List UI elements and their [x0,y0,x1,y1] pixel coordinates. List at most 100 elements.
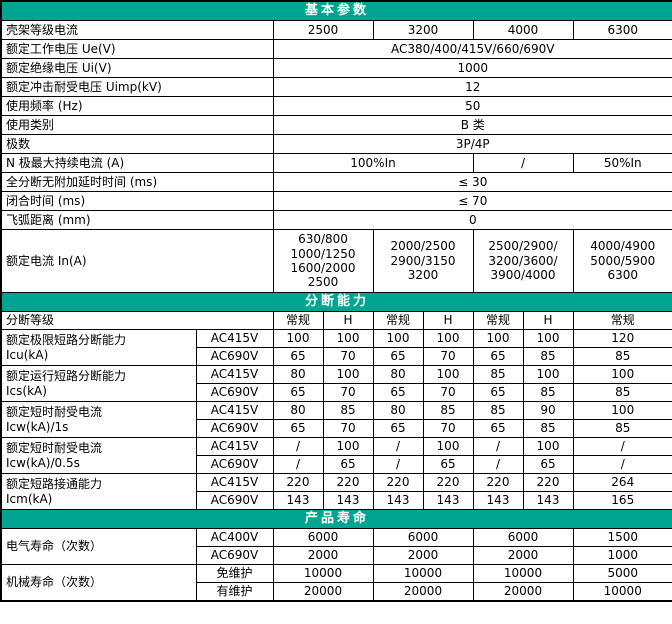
value-cell: 6000 [372,528,474,547]
value-cell: 80 [272,401,324,420]
sub-label: AC415V [195,473,274,492]
row-label: 闭合时间 (ms) [0,191,274,211]
table-row: AC690V 65 70 65 70 65 85 85 [1,419,672,438]
value-cell: 20000 [472,582,574,602]
value-cell: 220 [322,473,374,492]
table-row: AC690V 2000 2000 2000 1000 [1,546,672,565]
value-cell: 65 [472,347,524,366]
value-cell: 100 [522,329,574,348]
value-cell: 2000/2500 2900/3150 3200 [372,229,474,293]
value-cell: 85 [522,383,574,402]
row-label: 机械寿命（次数） [0,564,197,602]
value-cell: 6000 [272,528,374,547]
table-row: 有维护 20000 20000 20000 10000 [1,582,672,602]
column-header: 常规 [472,311,524,330]
value-cell: B 类 [272,115,672,135]
value-cell: 143 [522,491,574,510]
value-cell: 50 [272,96,672,116]
table-row: 使用频率 (Hz) 50 [0,96,672,116]
table-row: 额定运行短路分断能力 Ics(kA) AC415V 80 100 80 100 … [0,365,672,402]
value-cell: 65 [272,347,324,366]
section-header-basic: 基本参数 [0,0,672,21]
value-cell: 143 [422,491,474,510]
value-cell: 143 [472,491,524,510]
value-cell: 2000 [272,546,374,565]
value-cell: 100 [472,329,524,348]
value-cell: 12 [272,77,672,97]
value-cell: 65 [522,455,574,474]
value-cell: ≤ 30 [272,172,672,192]
table-row: 电气寿命（次数） AC400V 6000 6000 6000 1500 [0,528,672,565]
sub-label: AC690V [195,455,274,474]
value-cell: 220 [522,473,574,492]
row-label: 全分断无附加延时时间 (ms) [0,172,274,192]
value-cell: 10000 [572,582,672,602]
value-cell: 120 [572,329,672,348]
section-header-breaking: 分断能力 [0,292,672,312]
table-row: 闭合时间 (ms) ≤ 70 [0,191,672,211]
sub-label: AC415V [195,437,274,456]
value-cell: 65 [272,419,324,438]
value-cell: 85 [522,347,574,366]
value-cell: / [472,455,524,474]
sub-label: AC415V [195,401,274,420]
value-cell: 65 [322,455,374,474]
sub-label: AC400V [195,528,274,547]
value-cell: 65 [422,455,474,474]
table-row: AC690V 65 70 65 70 65 85 85 [1,347,672,366]
value-cell: 70 [422,419,474,438]
value-cell: 85 [472,365,524,384]
value-cell: 10000 [272,564,374,583]
sub-label: AC690V [195,347,274,366]
value-cell: 100 [572,401,672,420]
row-label: 使用类别 [0,115,274,135]
value-cell: 85 [472,401,524,420]
value-cell: 100 [322,329,374,348]
value-cell: 220 [422,473,474,492]
value-cell: 70 [322,347,374,366]
value-cell: 85 [572,383,672,402]
value-cell: 1000 [572,546,672,565]
value-cell: 70 [322,419,374,438]
value-cell: / [472,153,574,173]
value-cell: 65 [272,383,324,402]
table-row: 额定短路接通能力 Icm(kA) AC415V 220 220 220 220 … [0,473,672,510]
value-cell: 165 [572,491,672,510]
sub-label: AC415V [195,329,274,348]
value-cell: / [472,437,524,456]
column-header: 常规 [272,311,324,330]
value-cell: 20000 [272,582,374,602]
value-cell: 80 [372,365,424,384]
value-cell: 85 [522,419,574,438]
sub-label: AC690V [195,419,274,438]
value-cell: 2000 [472,546,574,565]
sub-label: 有维护 [195,582,274,602]
value-cell: 20000 [372,582,474,602]
row-label: 电气寿命（次数） [0,528,197,565]
section-header-life: 产品寿命 [0,509,672,529]
table-row: 额定极限短路分断能力 Icu(kA) AC415V 100 100 100 10… [0,329,672,366]
value-cell: 1500 [572,528,672,547]
row-label: 额定运行短路分断能力 Ics(kA) [0,365,197,402]
value-cell: 85 [572,347,672,366]
value-cell: 100 [522,365,574,384]
value-cell: 4000/4900 5000/5900 6300 [572,229,672,293]
row-label: 使用频率 (Hz) [0,96,274,116]
value-cell: 220 [472,473,524,492]
table-row: N 极最大持续电流 (A) 100%In / 50%In [0,153,672,173]
value-cell: 65 [372,347,424,366]
row-label: 极数 [0,134,274,154]
value-cell: 0 [272,210,672,230]
value-cell: 143 [322,491,374,510]
value-cell: 1000 [272,58,672,78]
column-header: 常规 [572,311,672,330]
value-cell: / [272,437,324,456]
row-label: 分断等级 [0,311,274,330]
value-cell: 2500/2900/ 3200/3600/ 3900/4000 [472,229,574,293]
value-cell: 143 [372,491,424,510]
value-cell: 3P/4P [272,134,672,154]
value-cell: 264 [572,473,672,492]
value-cell: 6300 [572,20,672,40]
spec-table: 基本参数 壳架等级电流 2500 3200 4000 6300 额定工作电压 U… [0,0,672,602]
value-cell: AC380/400/415V/660/690V [272,39,672,59]
